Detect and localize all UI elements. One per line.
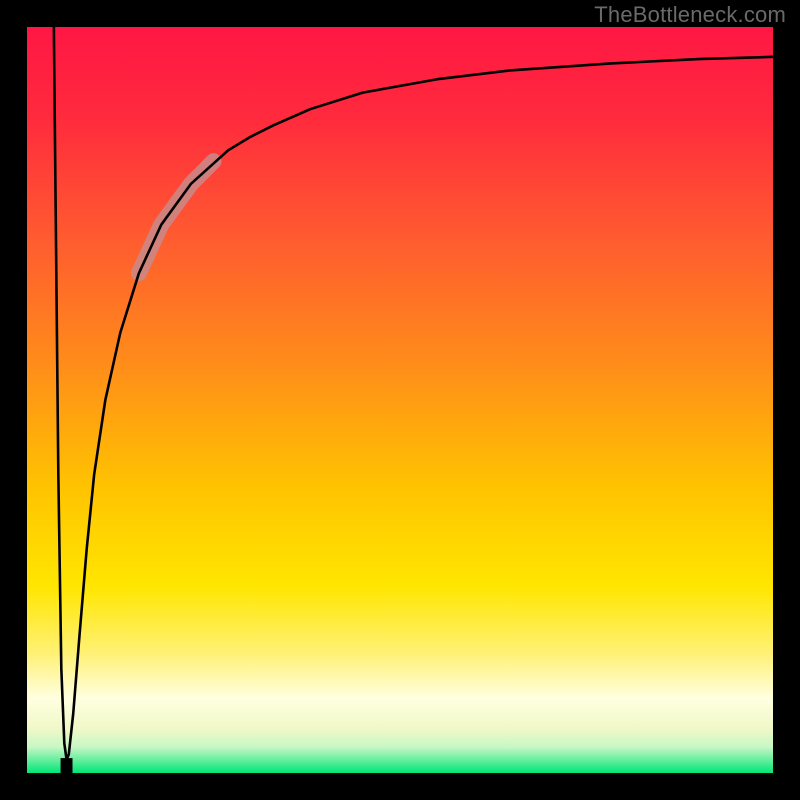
- plot-background: [27, 27, 773, 773]
- chart-container: { "watermark": { "text": "TheBottleneck.…: [0, 0, 800, 800]
- frame-right: [773, 0, 800, 800]
- frame-top: [0, 0, 800, 27]
- frame-bottom: [0, 773, 800, 800]
- frame-left: [0, 0, 27, 800]
- valley-marker: [61, 758, 73, 773]
- bottleneck-chart: [0, 0, 800, 800]
